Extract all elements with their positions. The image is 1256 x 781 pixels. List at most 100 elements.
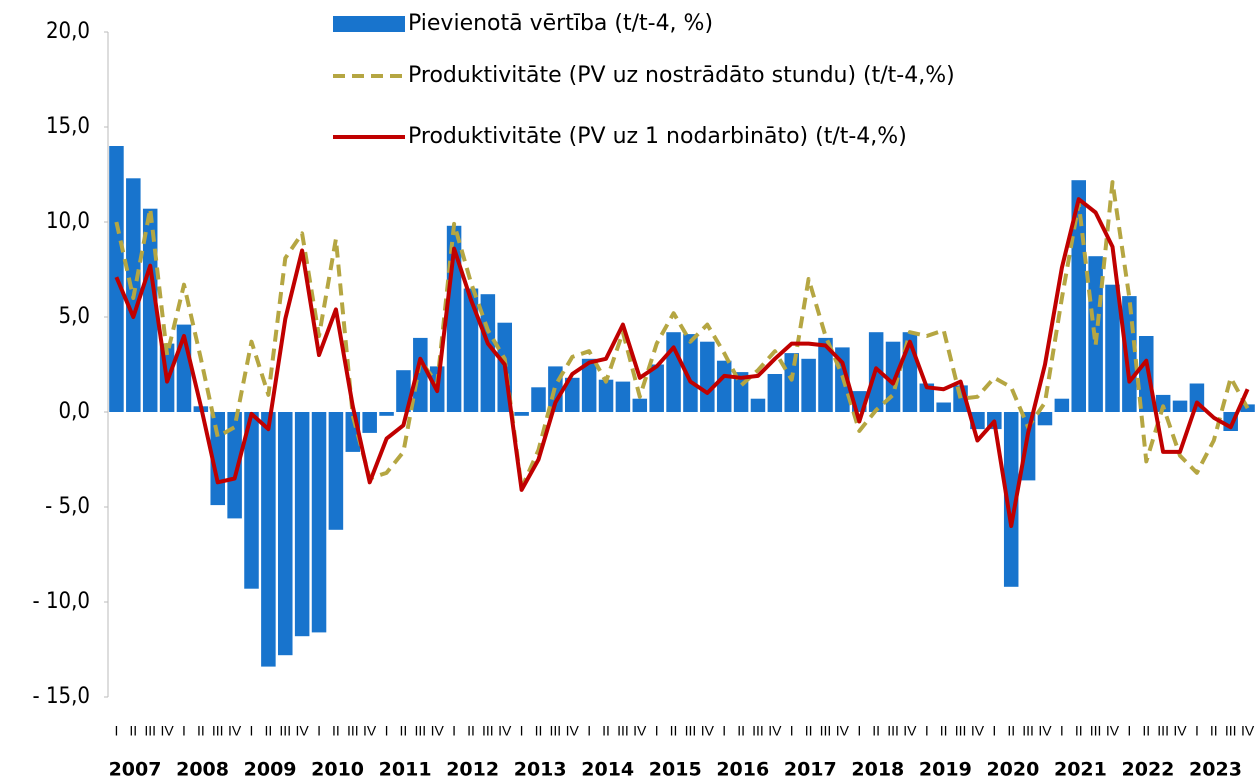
bar: [379, 412, 394, 416]
x-tick-label: III: [279, 723, 291, 739]
x-tick-label: II: [1142, 723, 1150, 739]
x-tick-label: II: [872, 723, 880, 739]
bar: [1172, 400, 1188, 412]
bar: [514, 412, 529, 416]
x-tick-label: II: [197, 723, 205, 739]
x-tick-label: III: [1022, 723, 1034, 739]
x-tick-label: III: [955, 723, 967, 739]
x-tick-label: III: [414, 723, 426, 739]
year-label: 2012: [446, 759, 499, 781]
bar: [581, 358, 597, 412]
x-tick-label: III: [820, 723, 832, 739]
year-label: 2008: [176, 759, 229, 781]
bar: [565, 377, 580, 412]
y-tick-label: 20,0: [46, 19, 90, 44]
dashed-line: [114, 180, 1250, 490]
x-tick-label: IV: [363, 723, 377, 739]
x-tick-label: II: [1210, 723, 1218, 739]
x-tick-label: III: [752, 723, 764, 739]
bar: [767, 374, 783, 412]
x-tick-label: I: [1195, 723, 1199, 739]
x-tick-label: IV: [160, 723, 174, 739]
x-tick-label: IV: [1106, 723, 1120, 739]
x-tick-label: IV: [228, 723, 242, 739]
bar: [649, 364, 664, 412]
year-label: 2019: [919, 759, 972, 781]
year-label: 2018: [851, 759, 904, 781]
x-tick-label: IV: [498, 723, 512, 739]
bar: [632, 398, 648, 412]
y-tick-label: 0,0: [59, 399, 90, 424]
bar: [1155, 394, 1171, 412]
x-tick-label: III: [1090, 723, 1102, 739]
bar: [885, 341, 901, 412]
year-label: 2009: [244, 759, 297, 781]
bar: [261, 412, 276, 667]
year-label: 2011: [379, 759, 432, 781]
year-label: 2017: [784, 759, 837, 781]
x-tick-label: IV: [701, 723, 715, 739]
year-label: 2014: [581, 759, 634, 781]
x-tick-label: I: [385, 723, 389, 739]
bar: [531, 387, 546, 412]
bar: [666, 332, 681, 412]
bar: [615, 381, 631, 412]
bar: [294, 412, 310, 637]
x-tick-label: IV: [1173, 723, 1187, 739]
x-tick-label: II: [1007, 723, 1015, 739]
x-tick-label: II: [1075, 723, 1083, 739]
bar: [700, 341, 715, 412]
bar: [801, 358, 816, 412]
x-tick-label: III: [1157, 723, 1169, 739]
bar: [396, 370, 411, 412]
y-tick-label: 10,0: [46, 209, 90, 234]
x-tick-label: I: [587, 723, 591, 739]
bar: [463, 288, 479, 412]
x-tick-label: III: [144, 723, 156, 739]
x-tick-label: I: [182, 723, 186, 739]
x-tick-label: IV: [768, 723, 782, 739]
x-tick-label: II: [670, 723, 678, 739]
legend-label: Pievienotā vērtība (t/t-4, %): [408, 11, 713, 36]
bar: [1037, 412, 1053, 426]
x-tick-label: II: [264, 723, 272, 739]
x-tick-label: IV: [296, 723, 310, 739]
legend-label: Produktivitāte (PV uz nostrādāto stundu)…: [408, 63, 955, 88]
x-tick-label: I: [452, 723, 456, 739]
x-tick-label: I: [1127, 723, 1131, 739]
bar: [413, 337, 428, 412]
bar: [919, 383, 935, 412]
year-label: 2022: [1122, 759, 1175, 781]
x-tick-label: III: [482, 723, 494, 739]
x-tick-label: III: [550, 723, 562, 739]
x-tick-label: II: [602, 723, 610, 739]
bar: [598, 379, 614, 412]
x-tick-label: IV: [836, 723, 850, 739]
x-tick-label: IV: [431, 723, 445, 739]
year-label: 2016: [716, 759, 769, 781]
bar: [311, 412, 327, 633]
x-tick-label: III: [617, 723, 629, 739]
x-tick-label: I: [317, 723, 321, 739]
bar: [278, 412, 293, 656]
x-tick-label: IV: [1241, 723, 1255, 739]
x-tick-label: III: [212, 723, 224, 739]
x-tick-label: I: [250, 723, 254, 739]
x-tick-label: II: [535, 723, 543, 739]
bar: [1105, 284, 1120, 412]
x-tick-label: I: [1060, 723, 1064, 739]
x-tick-label: II: [805, 723, 813, 739]
x-tick-label: I: [857, 723, 861, 739]
year-label: 2010: [311, 759, 364, 781]
x-tick-label: I: [114, 723, 118, 739]
bar: [1003, 412, 1019, 587]
year-label: 2015: [649, 759, 702, 781]
bar: [683, 334, 698, 412]
bar: [1139, 336, 1154, 412]
legend-swatch: [333, 16, 405, 32]
year-label: 2020: [986, 759, 1039, 781]
x-tick-label: IV: [566, 723, 580, 739]
bar: [227, 412, 242, 519]
y-tick-label: 15,0: [46, 114, 90, 139]
